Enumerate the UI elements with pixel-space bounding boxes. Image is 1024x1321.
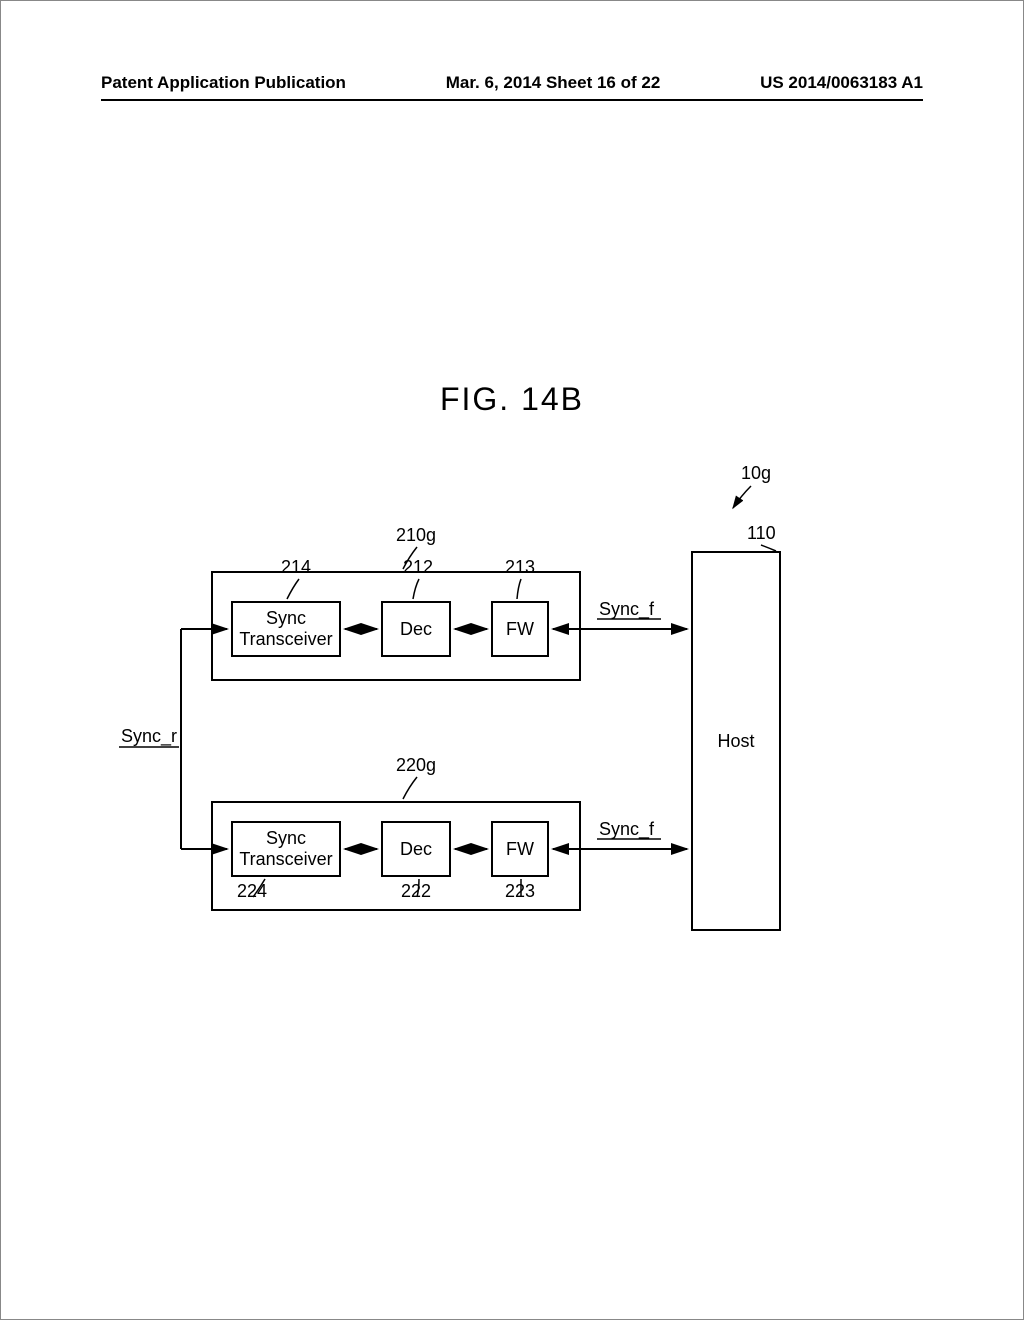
- page: Patent Application Publication Mar. 6, 2…: [0, 0, 1024, 1320]
- diagram-svg: [1, 1, 1024, 1321]
